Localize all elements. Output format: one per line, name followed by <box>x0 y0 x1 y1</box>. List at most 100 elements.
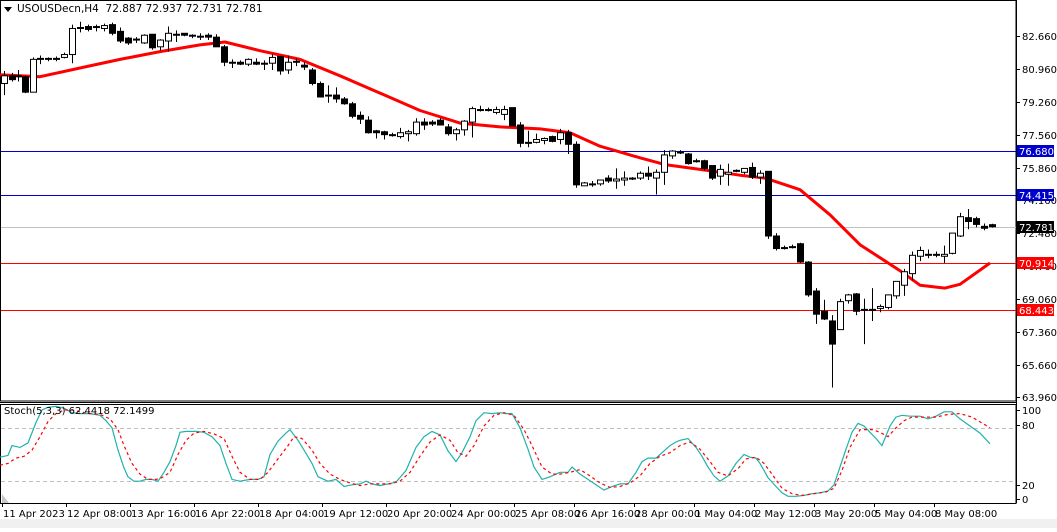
candle[interactable] <box>949 232 956 255</box>
candle[interactable] <box>637 171 644 181</box>
candle[interactable] <box>541 137 548 145</box>
candle[interactable] <box>205 33 212 41</box>
candle[interactable] <box>557 128 564 145</box>
candle[interactable] <box>645 166 652 181</box>
candle[interactable] <box>525 130 532 148</box>
candle[interactable] <box>837 298 844 331</box>
candle[interactable] <box>93 24 100 32</box>
candle[interactable] <box>629 177 636 181</box>
candle[interactable] <box>941 245 948 264</box>
candle[interactable] <box>661 150 668 185</box>
candle[interactable] <box>701 159 708 171</box>
candle[interactable] <box>293 58 300 67</box>
candle[interactable] <box>605 175 612 183</box>
candle[interactable] <box>733 169 740 173</box>
candle[interactable] <box>15 69 22 82</box>
candle[interactable] <box>117 27 124 43</box>
candle[interactable] <box>845 293 852 304</box>
candle[interactable] <box>245 58 252 67</box>
candle[interactable] <box>77 21 84 33</box>
candle[interactable] <box>973 216 980 228</box>
candle[interactable] <box>197 33 204 41</box>
candle[interactable] <box>965 208 972 230</box>
candle[interactable] <box>461 120 468 136</box>
candle[interactable] <box>709 165 716 181</box>
candle[interactable] <box>397 127 404 139</box>
candle[interactable] <box>469 106 476 138</box>
candle[interactable] <box>485 107 492 112</box>
candle[interactable] <box>341 97 348 105</box>
candle[interactable] <box>909 251 916 281</box>
candle[interactable] <box>157 39 164 51</box>
candle[interactable] <box>757 170 764 184</box>
candle[interactable] <box>981 223 988 231</box>
price-panel[interactable] <box>0 0 1017 402</box>
candle[interactable] <box>365 116 372 134</box>
candle[interactable] <box>1 70 8 96</box>
candle[interactable] <box>149 33 156 50</box>
candle[interactable] <box>173 30 180 42</box>
candle[interactable] <box>237 60 244 66</box>
candle[interactable] <box>22 75 29 94</box>
candle[interactable] <box>261 60 268 70</box>
stochastic-panel[interactable] <box>0 402 1017 504</box>
candle[interactable] <box>621 171 628 186</box>
candle[interactable] <box>901 268 908 296</box>
candle[interactable] <box>957 212 964 237</box>
candle[interactable] <box>597 179 604 186</box>
candle[interactable] <box>69 24 76 64</box>
candle[interactable] <box>861 298 868 345</box>
candle[interactable] <box>933 251 940 258</box>
candle[interactable] <box>677 150 684 154</box>
candle[interactable] <box>509 107 516 127</box>
candle[interactable] <box>717 164 724 185</box>
candle[interactable] <box>797 242 804 264</box>
candle[interactable] <box>309 68 316 86</box>
candle[interactable] <box>829 315 836 388</box>
candle[interactable] <box>429 120 436 126</box>
candle[interactable] <box>285 55 292 74</box>
candle[interactable] <box>885 294 892 310</box>
candle[interactable] <box>37 55 44 65</box>
candle[interactable] <box>589 180 596 187</box>
candle[interactable] <box>925 249 932 259</box>
candle[interactable] <box>869 288 876 321</box>
candle[interactable] <box>693 158 700 163</box>
candle[interactable] <box>181 32 188 37</box>
candle[interactable] <box>549 135 556 143</box>
candle[interactable] <box>477 105 484 112</box>
candle[interactable] <box>565 129 572 154</box>
dropdown-triangle-icon[interactable] <box>4 6 12 12</box>
candle[interactable] <box>53 56 60 62</box>
candle[interactable] <box>381 130 388 140</box>
candle[interactable] <box>45 57 52 62</box>
candle[interactable] <box>725 163 732 186</box>
candle[interactable] <box>30 57 37 93</box>
candle[interactable] <box>789 244 796 249</box>
candle[interactable] <box>221 44 228 67</box>
candle[interactable] <box>741 167 748 175</box>
candle[interactable] <box>109 22 116 36</box>
candle[interactable] <box>805 261 812 297</box>
candle[interactable] <box>253 58 260 66</box>
candle[interactable] <box>213 34 220 48</box>
candle[interactable] <box>653 169 660 195</box>
candle[interactable] <box>917 246 924 262</box>
candle[interactable] <box>269 54 276 70</box>
candle[interactable] <box>165 26 172 52</box>
candle[interactable] <box>101 23 108 32</box>
candle[interactable] <box>453 127 460 141</box>
candle[interactable] <box>389 132 396 137</box>
candle[interactable] <box>445 124 452 136</box>
candle[interactable] <box>229 59 236 69</box>
candle[interactable] <box>893 280 900 299</box>
candle[interactable] <box>357 111 364 125</box>
candle[interactable] <box>685 152 692 165</box>
candle[interactable] <box>613 168 620 189</box>
candle[interactable] <box>581 181 588 187</box>
candle[interactable] <box>493 106 500 115</box>
candle[interactable] <box>317 81 324 98</box>
candle[interactable] <box>301 62 308 70</box>
candle[interactable] <box>9 72 16 82</box>
